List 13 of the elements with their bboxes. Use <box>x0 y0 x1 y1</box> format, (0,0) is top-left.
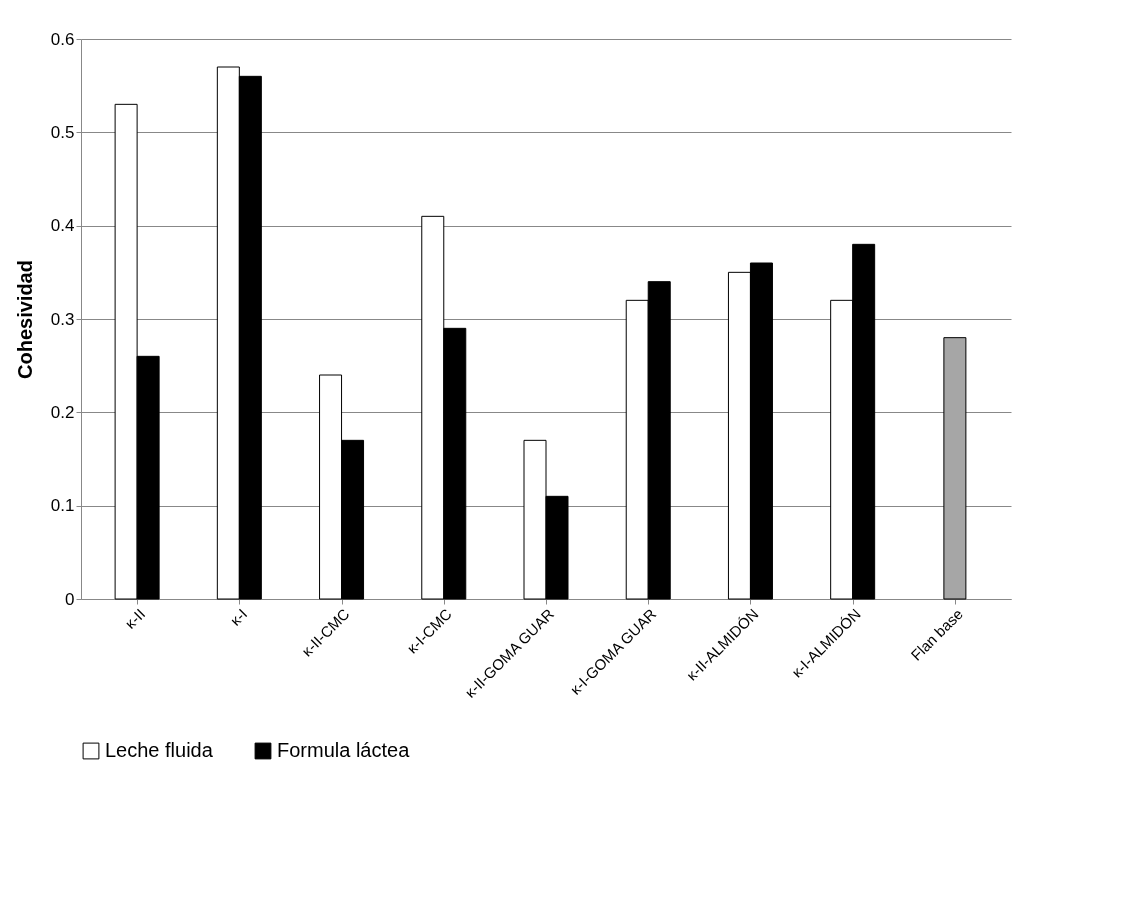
y-axis-title: Cohesividad <box>13 260 36 379</box>
y-tick-label: 0.5 <box>50 122 75 142</box>
y-tick-label: 0.2 <box>50 402 75 422</box>
legend-label: Formula láctea <box>277 739 411 761</box>
y-tick-label: 0 <box>65 589 75 609</box>
legend-label: Leche fluida <box>105 739 214 761</box>
y-tick-label: 0.6 <box>50 29 75 49</box>
bar <box>943 337 967 600</box>
y-tick-label: 0.4 <box>50 216 75 236</box>
y-tick-label: 0.1 <box>50 496 75 516</box>
x-tick-label: κ-I <box>226 605 251 629</box>
y-tick-label: 0.3 <box>50 309 75 329</box>
x-tick-label: κ-II <box>121 605 149 632</box>
